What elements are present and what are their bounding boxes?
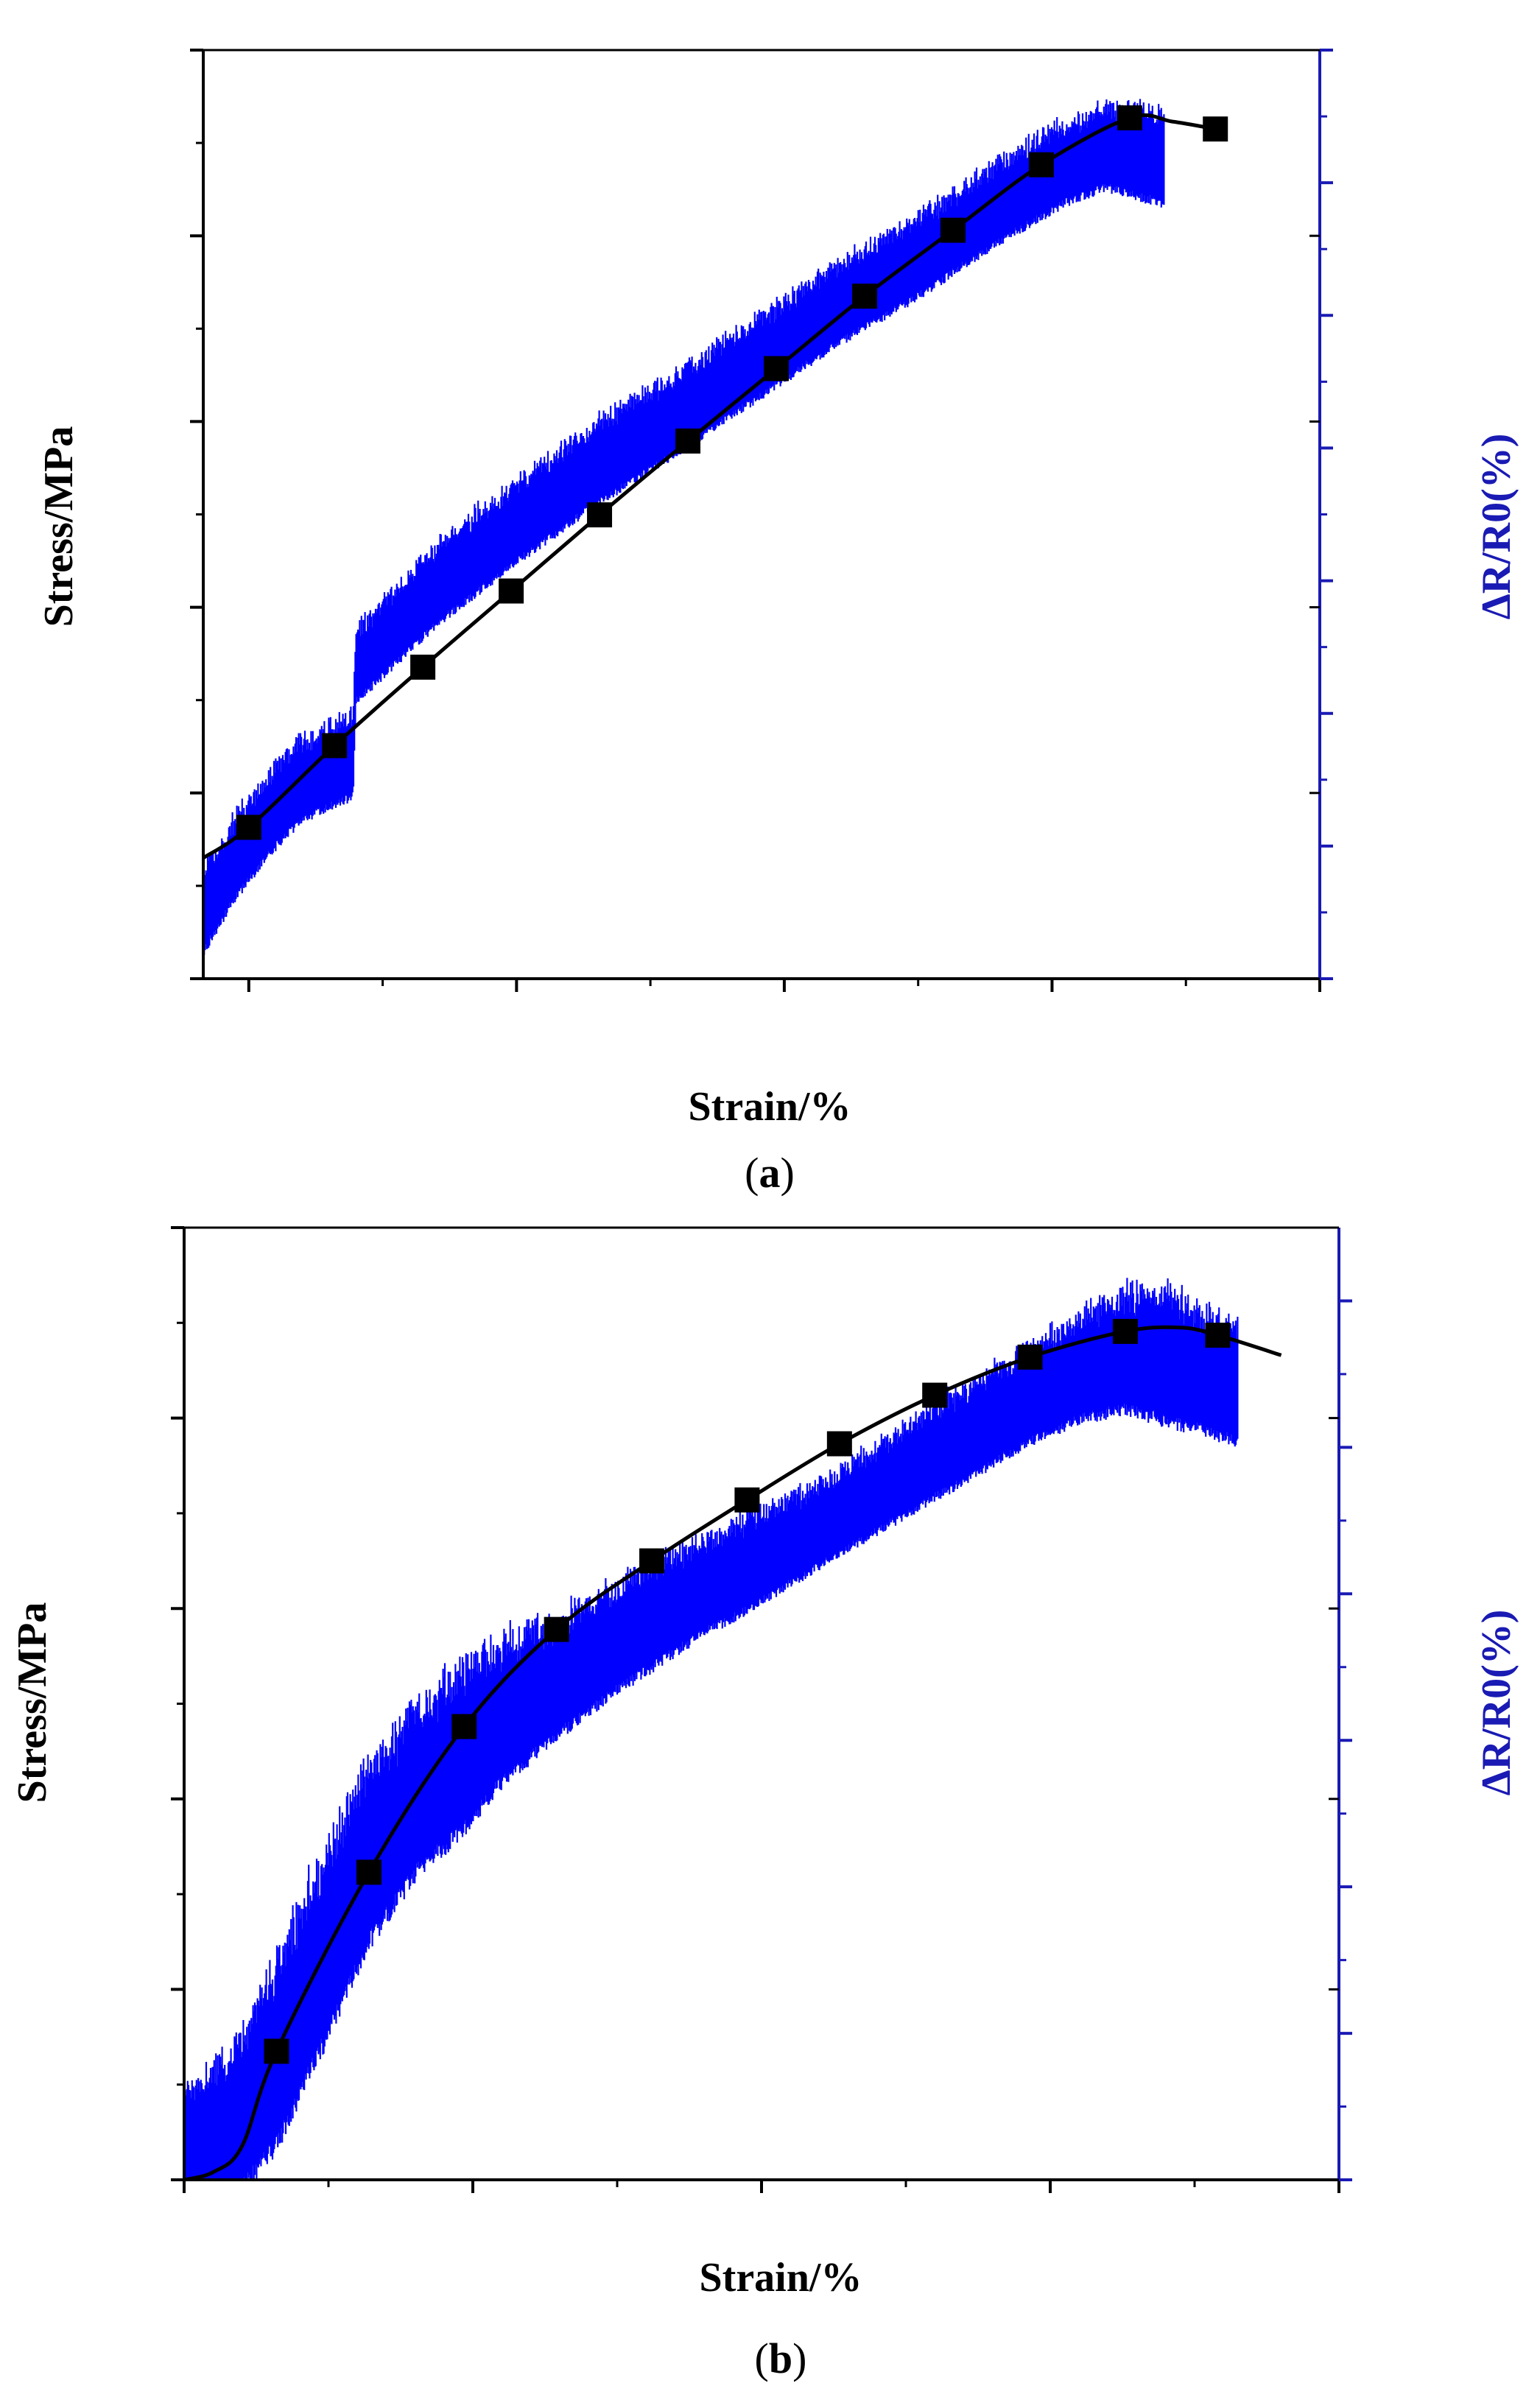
chart-panel-a: Strain/% Stress/MPa ΔR/R0(%) (a) — [36, 49, 1519, 1197]
caption-b: (b) — [755, 2334, 807, 2382]
stress-marker — [1112, 1318, 1138, 1344]
stress-marker — [763, 356, 789, 381]
stress-marker — [1017, 1344, 1043, 1370]
resistance-band-a — [202, 99, 1165, 955]
stress-marker — [451, 1714, 477, 1739]
caption-a-open: ( — [745, 1149, 759, 1197]
stress-curve — [183, 1325, 1282, 2182]
stress-marker — [356, 1859, 382, 1885]
x-axis-title-b: Strain/% — [700, 2255, 862, 2301]
stress-marker — [851, 284, 877, 309]
stress-marker — [544, 1616, 569, 1642]
stress-markers-b — [264, 1318, 1231, 2064]
stress-marker — [675, 428, 701, 454]
resistance-series-b — [183, 1278, 1239, 2180]
stress-marker — [940, 217, 966, 243]
resistance-series-a — [202, 99, 1165, 955]
stress-marker — [410, 654, 436, 680]
chart-panel-b: Strain/% Stress/MPa ΔR/R0(%) (b) — [10, 1226, 1519, 2382]
stress-curve-group-b — [183, 1325, 1282, 2182]
stress-curve-group-a — [202, 113, 1216, 860]
x-axis-title-a: Strain/% — [689, 1084, 851, 1130]
caption-b-letter: b — [769, 2334, 792, 2382]
stress-marker — [1203, 116, 1228, 142]
stress-marker — [236, 814, 261, 840]
axes-b — [171, 1226, 1352, 2193]
caption-b-open: ( — [755, 2334, 769, 2382]
stress-marker — [1028, 152, 1054, 177]
axes-a — [190, 49, 1333, 992]
stress-marker — [734, 1487, 760, 1513]
caption-a-close: ) — [781, 1149, 795, 1197]
stress-marker — [587, 502, 613, 528]
stress-curve — [202, 113, 1216, 860]
stress-marker — [826, 1431, 852, 1457]
y2-axis-title-a: ΔR/R0(%) — [1474, 434, 1519, 620]
stress-marker — [322, 733, 348, 759]
stress-marker — [1117, 105, 1142, 131]
y-axis-title-a: Stress/MPa — [36, 426, 82, 627]
caption-a: (a) — [745, 1149, 795, 1197]
y-axis-title-b: Stress/MPa — [10, 1602, 55, 1803]
stress-marker — [922, 1382, 948, 1408]
stress-marker — [499, 578, 524, 604]
stress-marker — [264, 2038, 289, 2064]
caption-a-letter: a — [759, 1149, 781, 1197]
resistance-band-b — [183, 1278, 1239, 2180]
stress-markers-a — [236, 105, 1228, 840]
y2-axis-title-b: ΔR/R0(%) — [1474, 1610, 1519, 1796]
stress-marker — [639, 1548, 665, 1574]
caption-b-close: ) — [792, 2334, 806, 2382]
stress-marker — [1205, 1323, 1231, 1348]
